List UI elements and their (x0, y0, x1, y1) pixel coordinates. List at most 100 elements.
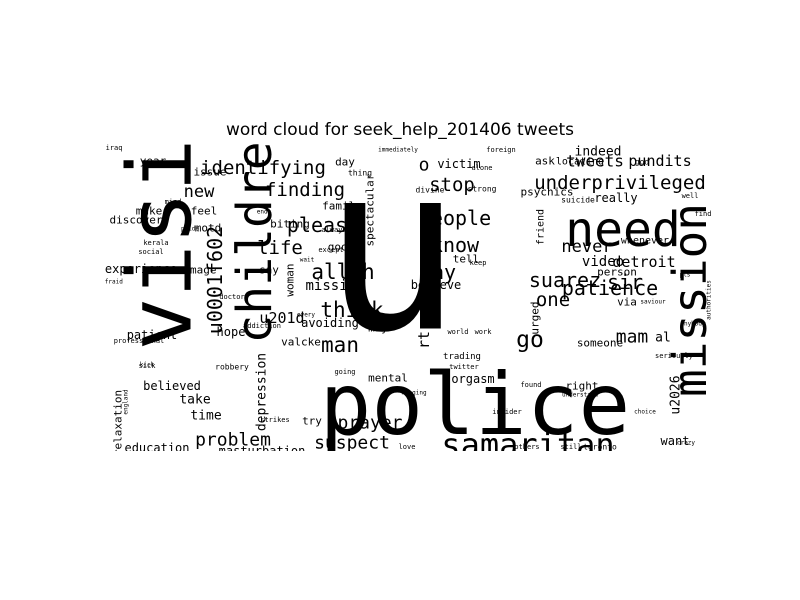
word-keep: keep (470, 259, 487, 267)
word-need: need (565, 202, 681, 258)
word-motd: motd (195, 222, 222, 235)
word-find: find (695, 210, 712, 218)
word-discover: discover (110, 214, 163, 227)
word-always: always (321, 226, 346, 234)
word-pundits: pundits (628, 152, 691, 170)
word-samaritan: samaritan (441, 426, 614, 451)
word-kick: kick (140, 362, 155, 369)
word-well: well (682, 192, 699, 200)
word-please: please (287, 213, 359, 237)
word-still: still (560, 443, 581, 451)
word-insider: insider (492, 408, 522, 416)
word-afraid: afraid (105, 279, 123, 286)
word-mission: mission (663, 203, 717, 397)
word-really: really (594, 191, 637, 205)
word-detroit: detroit (612, 253, 675, 271)
word-anybody: anybody (680, 321, 706, 328)
word-al: al (655, 331, 671, 346)
word-patience: patience (562, 276, 658, 300)
word-valcke: valcke (281, 336, 321, 349)
word-social: social (138, 248, 163, 256)
word-make: make (136, 205, 163, 218)
word-mind: mind (165, 198, 182, 206)
word-mam: mam (616, 327, 649, 348)
word-via: via (617, 296, 637, 309)
word-new: new (184, 182, 215, 202)
word-police: police (320, 355, 631, 451)
word-urged: urged (529, 301, 542, 334)
word-u0001f602: u0001f602 (203, 226, 227, 334)
word-image: image (183, 264, 216, 277)
word-every: every (297, 312, 315, 319)
word-family: family (322, 200, 362, 213)
word-take: take (179, 393, 210, 408)
word-person: person (597, 266, 637, 279)
word-work: work (475, 328, 493, 336)
word-biting: biting (270, 218, 310, 231)
word-choice: choice (634, 409, 656, 416)
word-u: u (323, 143, 461, 384)
word-ends: ends (257, 209, 272, 216)
word-strong: strong (468, 185, 497, 194)
word-patient: patient (127, 328, 178, 342)
word-finding: finding (265, 179, 345, 201)
word-victim: victim (437, 157, 480, 171)
word-tweets: tweets (566, 152, 624, 171)
word-never: never (561, 237, 612, 257)
word-understand: understand (562, 392, 599, 399)
word-relaxation: relaxation (112, 390, 125, 451)
word-feel: feel (191, 205, 218, 218)
word-except: except (318, 246, 343, 254)
word-day: day (335, 156, 355, 169)
word-underprivileged: underprivileged (534, 172, 706, 194)
word-rt: rt (415, 331, 433, 349)
word-kerala: kerala (143, 239, 168, 247)
word-someone: someone (577, 337, 623, 350)
word-alone: alone (471, 164, 492, 172)
word-divine: divine (416, 186, 445, 195)
word-want: want (661, 434, 690, 448)
word-doctor: doctor (219, 293, 244, 301)
word-problem: problem (195, 430, 271, 451)
word-seriously: seriously (655, 352, 693, 360)
word-video: video (582, 254, 624, 270)
word-iraq: iraq (106, 144, 123, 152)
word-may: may (368, 322, 388, 335)
word-england: england (123, 389, 130, 415)
word-mental: mental (368, 372, 408, 385)
word-one: one (536, 289, 570, 311)
word-man: man (321, 333, 359, 357)
word-believe: believe (411, 278, 462, 292)
word-time: time (190, 409, 221, 424)
word-stop: stop (429, 174, 475, 196)
word-saviour: saviour (640, 299, 666, 306)
word-issue: issue (193, 166, 226, 179)
word-addiction: addiction (243, 322, 281, 330)
word-professional: professional (114, 337, 165, 345)
word-u2026: u2026 (669, 375, 684, 414)
word-way: way (420, 260, 456, 284)
word-robbery: robbery (215, 363, 249, 372)
word-pls: pls (680, 272, 691, 279)
word-love: love (399, 443, 416, 451)
word-depression: depression (255, 353, 270, 431)
word-wait: wait (300, 257, 315, 264)
word-psychics: psychics (521, 186, 574, 199)
word-think: think (320, 298, 384, 322)
word-hanging: hanging (401, 390, 427, 397)
word-believed: believed (143, 379, 201, 393)
word-sick: sick (139, 362, 157, 370)
word-spectacular: spectacular (364, 173, 377, 246)
word-woman: woman (284, 263, 297, 296)
word-immediately: immediately (378, 147, 418, 154)
word-education: education (124, 441, 189, 451)
word-foreign: foreign (486, 146, 516, 154)
word-whenever: whenever (621, 236, 669, 247)
word-twitter: twitter (449, 363, 479, 371)
word-hope: hope (217, 325, 246, 339)
word-god: god (635, 158, 650, 167)
word-allah: allah (311, 260, 374, 284)
word-go: go (516, 327, 544, 353)
word-missing: missing (305, 278, 364, 294)
word-tell: tell (453, 253, 480, 266)
